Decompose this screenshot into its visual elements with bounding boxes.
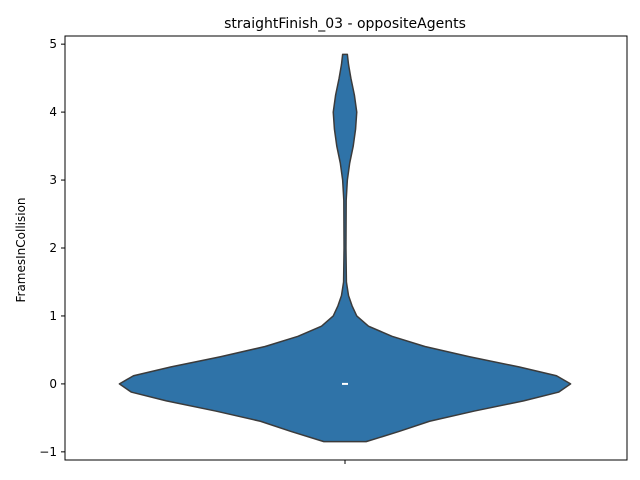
y-tick-label: 4	[49, 105, 57, 119]
chart-title: straightFinish_03 - oppositeAgents	[224, 16, 466, 32]
y-tick-label: 1	[49, 309, 57, 323]
y-tick-label: 0	[49, 377, 57, 391]
axes: −1 0 1 2 3 4 5	[39, 35, 628, 464]
plot-area	[118, 53, 572, 443]
y-axis-label: FramesInCollision	[14, 197, 28, 302]
y-tick-label: 3	[49, 173, 57, 187]
violin-body	[118, 53, 572, 443]
y-tick-label: 5	[49, 37, 57, 51]
y-tick-label: 2	[49, 241, 57, 255]
y-tick-label: −1	[39, 445, 57, 459]
